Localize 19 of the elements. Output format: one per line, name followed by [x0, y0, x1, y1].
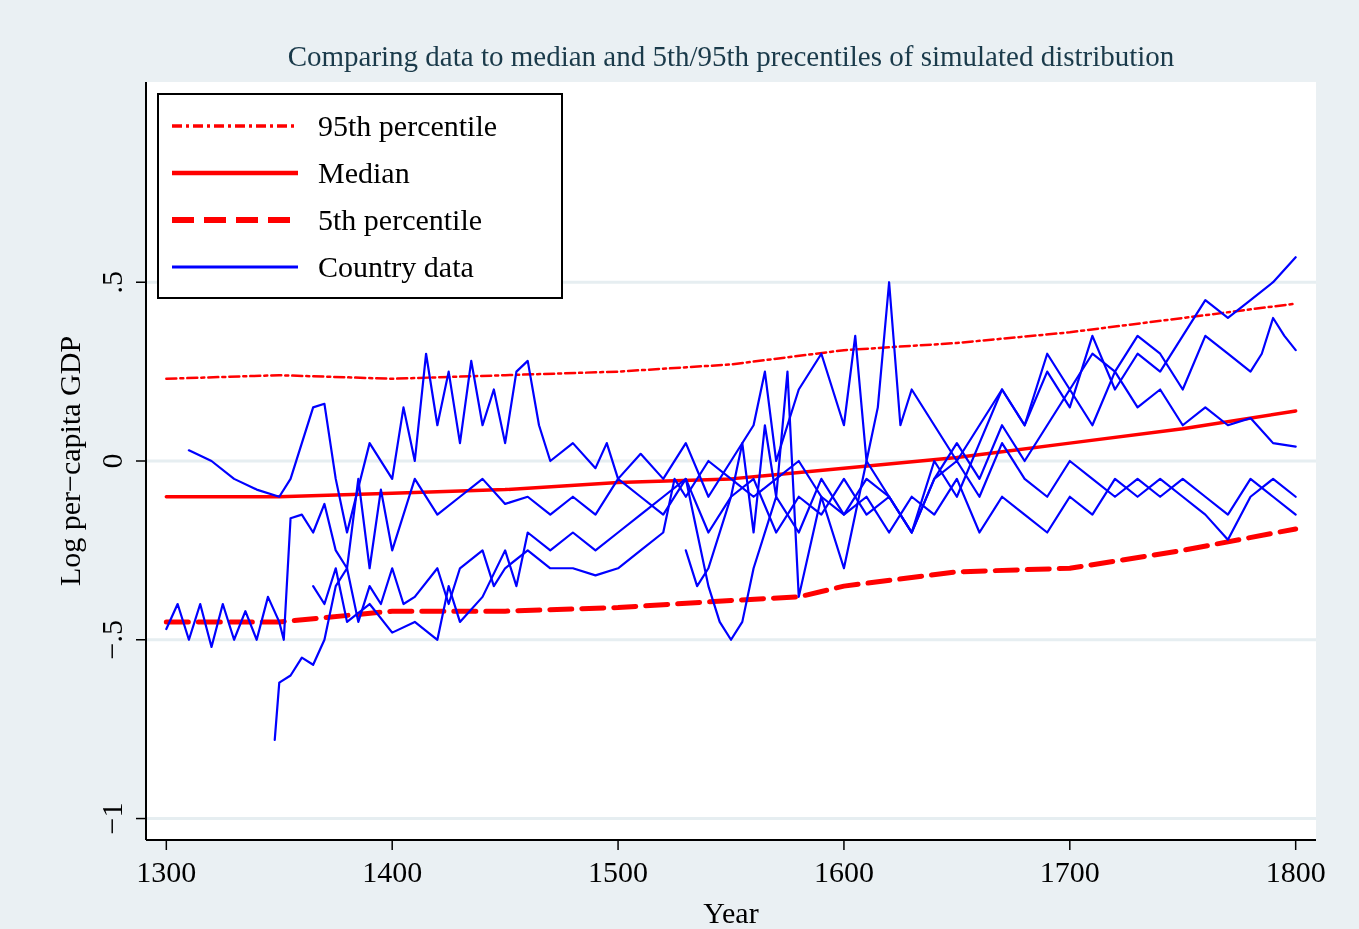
y-tick-label: −1 — [95, 802, 128, 835]
legend-label: Median — [318, 156, 410, 189]
x-tick-label: 1600 — [813, 855, 874, 888]
x-tick-label: 1800 — [1265, 855, 1326, 888]
x-tick-label: 1300 — [136, 855, 197, 888]
y-tick-label: −.5 — [95, 620, 128, 660]
x-tick-label: 1500 — [588, 855, 649, 888]
y-axis-title: Log per−capita GDP — [53, 335, 86, 587]
y-tick-label: 0 — [95, 453, 128, 469]
y-tick-label: .5 — [95, 270, 128, 294]
chart-title: Comparing data to median and 5th/95th precentiles of simulated distribution — [287, 40, 1175, 72]
x-tick-label: 1700 — [1039, 855, 1100, 888]
legend-label: 95th percentile — [318, 109, 498, 142]
line-series — [165, 302, 1297, 381]
x-tick-label: 1400 — [362, 855, 423, 888]
line-series — [164, 409, 1298, 499]
legend-label: 5th percentile — [318, 203, 483, 236]
legend-label: Country data — [318, 250, 474, 283]
x-axis-title: Year — [703, 896, 759, 929]
